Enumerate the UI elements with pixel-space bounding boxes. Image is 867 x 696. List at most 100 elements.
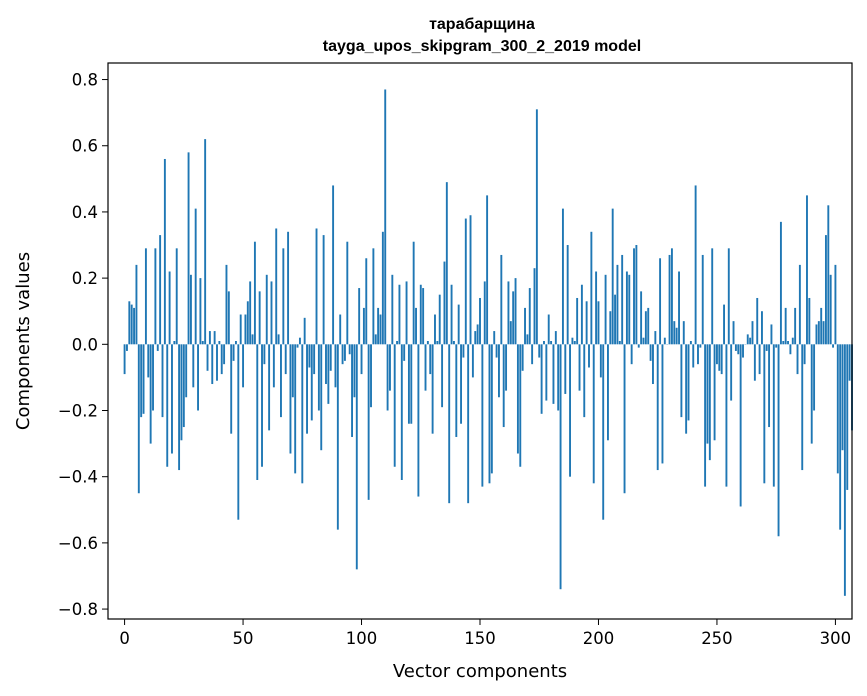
bar-91 (339, 314, 342, 345)
bar-101 (362, 307, 365, 345)
bar-171 (528, 288, 531, 345)
bar-32 (199, 278, 202, 345)
bar-223 (652, 344, 654, 385)
bar-43 (225, 264, 228, 345)
bar-162 (507, 281, 510, 345)
bar-286 (801, 344, 804, 471)
bar-103 (367, 344, 370, 500)
bar-47 (235, 341, 237, 345)
bar-246 (706, 344, 709, 444)
bar-188 (569, 344, 571, 477)
bar-120 (407, 344, 410, 424)
bar-263 (746, 334, 749, 345)
bar-105 (372, 248, 375, 345)
bar-17 (163, 158, 166, 345)
bar-305 (846, 344, 849, 490)
bar-264 (749, 337, 752, 345)
bar-288 (806, 195, 808, 345)
bar-155 (490, 344, 493, 474)
bar-185 (561, 208, 564, 345)
bar-49 (239, 314, 242, 345)
bar-124 (417, 344, 420, 497)
bar-115 (396, 341, 399, 345)
bar-228 (663, 337, 666, 345)
y-tick-label: 0.0 (72, 335, 98, 354)
y-tick-label: 0.6 (72, 137, 98, 156)
bar-96 (351, 344, 353, 437)
bar-62 (270, 281, 273, 345)
bar-168 (521, 344, 524, 371)
bar-224 (654, 331, 657, 345)
bar-134 (441, 344, 444, 408)
bar-51 (244, 314, 247, 345)
bar-61 (268, 344, 271, 431)
bar-257 (732, 321, 735, 345)
bar-144 (464, 218, 467, 345)
bar-68 (284, 344, 287, 375)
bar-44 (227, 291, 230, 345)
bar-129 (429, 344, 432, 375)
bar-30 (194, 208, 197, 345)
bar-220 (644, 311, 647, 345)
bar-23 (178, 344, 181, 471)
bar-190 (573, 341, 576, 345)
bar-73 (296, 344, 299, 348)
bar-300 (834, 264, 837, 345)
bar-163 (509, 321, 512, 345)
bar-19 (168, 271, 171, 345)
bar-59 (263, 344, 266, 365)
bar-181 (552, 344, 555, 404)
bar-281 (789, 344, 792, 355)
bar-141 (457, 304, 460, 345)
bar-291 (813, 344, 816, 411)
bar-0 (123, 344, 126, 375)
bar-279 (784, 307, 787, 345)
bar-183 (557, 344, 560, 411)
bar-131 (434, 314, 436, 345)
bar-266 (753, 344, 756, 381)
bar-289 (808, 297, 811, 345)
bar-254 (725, 344, 728, 487)
bar-20 (171, 344, 173, 454)
bar-28 (189, 274, 192, 345)
bar-154 (488, 344, 491, 484)
bar-83 (320, 344, 323, 451)
bar-274 (772, 344, 775, 487)
bar-114 (393, 344, 396, 467)
bar-22 (175, 248, 178, 345)
bar-106 (374, 334, 377, 345)
bar-173 (533, 268, 536, 345)
bar-213 (628, 274, 631, 345)
bar-204 (607, 344, 609, 441)
plot-frame (107, 62, 853, 620)
bar-42 (223, 344, 226, 365)
bar-80 (313, 344, 316, 375)
bar-203 (604, 274, 607, 345)
bar-117 (400, 344, 403, 480)
bar-3 (130, 304, 133, 345)
bar-93 (343, 344, 346, 361)
bar-31 (197, 344, 199, 411)
bar-121 (410, 344, 413, 424)
bar-206 (611, 208, 614, 345)
bar-234 (678, 271, 680, 345)
bar-157 (495, 344, 498, 358)
bar-82 (317, 344, 320, 411)
y-tick-label: −0.8 (58, 600, 98, 619)
bar-222 (649, 344, 652, 361)
bar-50 (242, 344, 245, 388)
bar-4 (133, 307, 136, 345)
bar-194 (583, 344, 586, 418)
bar-237 (685, 344, 688, 434)
bar-63 (272, 344, 275, 388)
bar-189 (571, 337, 574, 345)
bar-243 (699, 344, 702, 348)
bar-74 (298, 337, 301, 345)
bar-160 (502, 344, 505, 428)
bar-273 (770, 324, 773, 345)
y-tick-label: −0.2 (58, 402, 98, 421)
bar-38 (213, 331, 216, 345)
bar-67 (282, 248, 285, 345)
bar-177 (543, 341, 545, 345)
bar-258 (734, 344, 737, 351)
